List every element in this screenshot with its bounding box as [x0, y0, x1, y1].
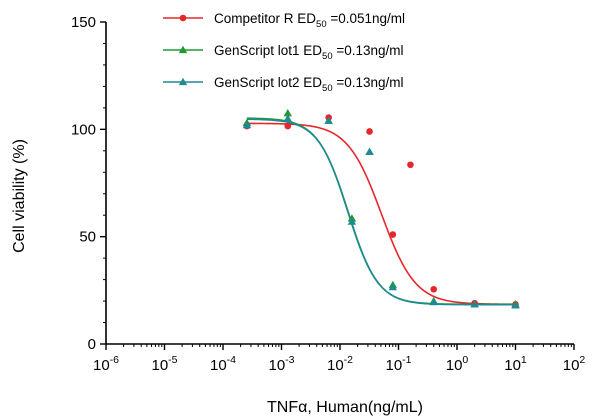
legend-marker-2 [178, 45, 188, 54]
y-tick-label: 50 [79, 229, 96, 246]
x-tick-label: 10-2 [327, 354, 353, 374]
y-axis-ticks: 0 50 100 150 [71, 14, 106, 353]
y-axis-label: Cell viability (%) [11, 139, 28, 253]
data-point-series-1 [430, 285, 438, 293]
data-point-series-3 [324, 116, 333, 124]
legend-label-2: GenScript lot1 ED50 =0.13ng/ml [214, 43, 404, 62]
data-points [242, 109, 520, 309]
data-point-series-1 [389, 231, 397, 238]
fit-curve-1 [246, 122, 516, 306]
y-tick-label: 100 [71, 121, 96, 138]
legend: Competitor R ED50 =0.051ng/ml GenScript l… [163, 11, 405, 94]
data-point-series-2 [283, 109, 292, 117]
x-tick-label: 10-6 [93, 354, 119, 374]
y-tick-label: 0 [88, 336, 96, 353]
x-tick-label: 10-5 [151, 354, 177, 374]
x-tick-label: 100 [446, 354, 469, 374]
legend-label-3: GenScript lot2 ED50 =0.13ng/ml [214, 75, 404, 94]
y-tick-label: 150 [71, 14, 96, 31]
data-point-series-3 [242, 120, 252, 129]
x-axis-label: TNFα, Human(ng/mL) [267, 399, 423, 416]
data-point-series-3 [388, 282, 398, 291]
fit-curve-3 [246, 118, 516, 306]
data-point-series-3 [365, 147, 374, 156]
axes [105, 22, 574, 345]
fit-curves [246, 117, 516, 306]
x-tick-label: 10-4 [210, 354, 236, 374]
data-point-series-3 [429, 297, 438, 306]
x-tick-label: 10-1 [385, 354, 411, 374]
data-point-series-3 [283, 114, 292, 122]
data-point-series-3 [347, 217, 357, 225]
data-point-series-1 [407, 161, 414, 169]
data-point-series-3 [511, 301, 520, 309]
data-point-series-3 [470, 300, 479, 308]
data-point-series-1 [366, 128, 373, 135]
x-tick-label: 101 [504, 354, 527, 374]
x-tick-label: 102 [563, 354, 586, 374]
legend-label-1: Competitor R ED50 =0.051ng/ml [214, 11, 405, 30]
data-point-series-1 [284, 122, 292, 130]
legend-marker-3 [178, 77, 188, 86]
x-tick-label: 10-3 [268, 354, 294, 374]
legend-marker-1 [179, 14, 187, 22]
x-axis-ticks: 10-6 10-5 10-4 10-3 10-2 10-1 100 101 102 [93, 344, 585, 374]
